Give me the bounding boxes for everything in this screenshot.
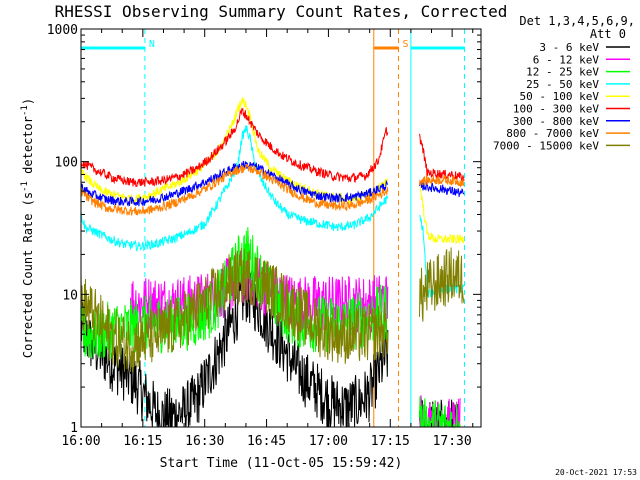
- y-tick-label: 100: [55, 156, 78, 171]
- series-8: [80, 247, 465, 372]
- legend-header-attenuator: Att 0: [590, 27, 626, 41]
- y-tick-label: 1000: [47, 23, 78, 38]
- series-line-6-1: [419, 179, 465, 197]
- footer-timestamp: 20-Oct-2021 17:53: [555, 468, 637, 477]
- plot-frame: [80, 28, 482, 428]
- series-line-4-0: [80, 97, 389, 205]
- x-tick-label: 17:15: [371, 434, 410, 449]
- series-7: [80, 163, 465, 216]
- y-axis-label-sup1: -1: [20, 181, 30, 192]
- x-tick-label: 16:15: [123, 434, 162, 449]
- legend-entry-label: 100 - 300 keV: [513, 103, 599, 116]
- legend-entry-label: 50 - 100 keV: [520, 90, 600, 103]
- chart-title: RHESSI Observing Summary Count Rates, Co…: [55, 2, 508, 21]
- y-axis-label: Corrected Count Rate (s-1 detector-1): [20, 98, 35, 358]
- y-axis-label-end: ): [21, 98, 35, 105]
- x-tick-label: 17:00: [309, 434, 348, 449]
- y-tick-label: 10: [62, 288, 78, 303]
- y-axis-label-main: Corrected Count Rate (s: [21, 192, 35, 358]
- series-5: [80, 107, 465, 188]
- x-axis-label: Start Time (11-Oct-05 15:59:42): [160, 456, 403, 471]
- x-tick-label: 16:00: [61, 434, 100, 449]
- series-line-5-1: [419, 133, 465, 182]
- legend-entry-label: 300 - 800 keV: [513, 115, 599, 128]
- marker-span-2: [410, 29, 466, 427]
- series-line-7-0: [80, 163, 389, 216]
- y-axis-label-sup2: -1: [20, 105, 30, 116]
- series-line-7-1: [419, 175, 465, 188]
- series-line-8-0: [80, 247, 389, 372]
- series-line-5-0: [80, 107, 389, 188]
- x-tick-label: 16:45: [247, 434, 286, 449]
- series-line-3-0: [80, 125, 389, 252]
- series-line-4-1: [419, 183, 465, 246]
- legend-entry-label: 25 - 50 keV: [526, 78, 599, 91]
- legend-header-detectors: Det 1,3,4,5,6,9,: [519, 14, 635, 28]
- y-tick-label: 1: [70, 421, 78, 436]
- series-group: [80, 97, 465, 429]
- y-axis-label-mid: detector: [21, 116, 35, 181]
- series-4: [80, 97, 465, 246]
- legend-entry-label: 3 - 6 keV: [539, 41, 599, 54]
- marker-label: S: [403, 39, 409, 50]
- axis-ticks-group: 16:00 16:15 16:30 16:45 17:00 17:15 17:30 1 10 10…: [47, 23, 481, 449]
- series-line-8-1: [419, 247, 465, 322]
- series-line-6-0: [80, 160, 389, 207]
- legend-entry-label: 7000 - 15000 keV: [493, 139, 599, 152]
- legend-entry-label: 800 - 7000 keV: [506, 127, 599, 140]
- x-tick-label: 16:30: [185, 434, 224, 449]
- x-tick-label: 17:30: [433, 434, 472, 449]
- legend-entry-label: 6 - 12 keV: [533, 53, 600, 66]
- marker-label: N: [149, 39, 155, 50]
- legend-entry-label: 12 - 25 keV: [526, 66, 599, 79]
